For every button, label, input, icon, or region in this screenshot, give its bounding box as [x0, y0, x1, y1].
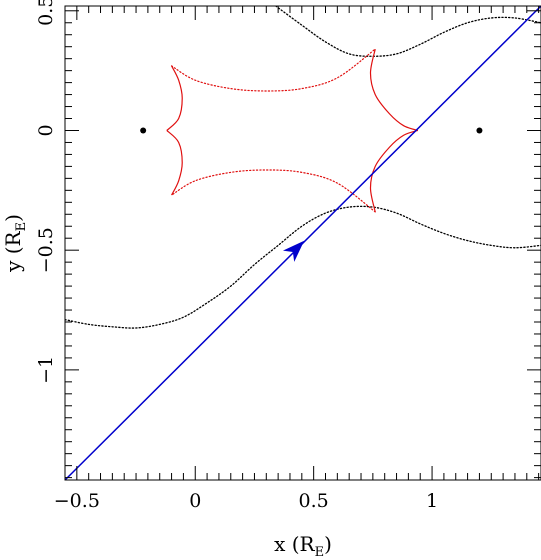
- data-layer: [65, 6, 541, 480]
- caustic-segment-2: [170, 48, 376, 92]
- x-axis-label-sub: E: [315, 545, 325, 560]
- axis-ticks: [64, 6, 541, 480]
- y-tick-label: −1: [35, 356, 57, 384]
- x-tick-label: 0.5: [299, 490, 329, 512]
- y-tick-label: −0.5: [35, 227, 57, 273]
- y-tick-label: 0.5: [35, 0, 57, 26]
- x-axis-label: x (RE): [274, 532, 332, 560]
- trajectory-arrow-icon: [282, 240, 305, 262]
- x-axis-label-main: x (R: [274, 532, 315, 556]
- caustic-segment-4: [369, 129, 419, 213]
- x-axis-label-close: ): [324, 532, 332, 556]
- critical-curve-2: [65, 205, 541, 329]
- lens-point-1: [140, 127, 147, 134]
- lens-point-2: [476, 127, 483, 134]
- y-axis-label-sub: E: [14, 222, 29, 232]
- y-axis-label: y (RE): [1, 214, 29, 273]
- x-tick-label: 0: [189, 490, 201, 512]
- y-axis-label-close: ): [1, 214, 25, 222]
- y-tick-label: 0: [35, 124, 57, 136]
- caustic-segment-1: [166, 65, 183, 131]
- y-axis-label-main: y (R: [1, 230, 25, 272]
- critical-curve-1: [275, 6, 541, 57]
- caustic-segment-5: [170, 169, 376, 213]
- plot-frame: [64, 5, 541, 481]
- caustic-segment-3: [369, 48, 419, 132]
- x-tick-label: 1: [426, 490, 438, 512]
- caustic-segment-6: [166, 130, 183, 196]
- x-tick-label: −0.5: [54, 490, 100, 512]
